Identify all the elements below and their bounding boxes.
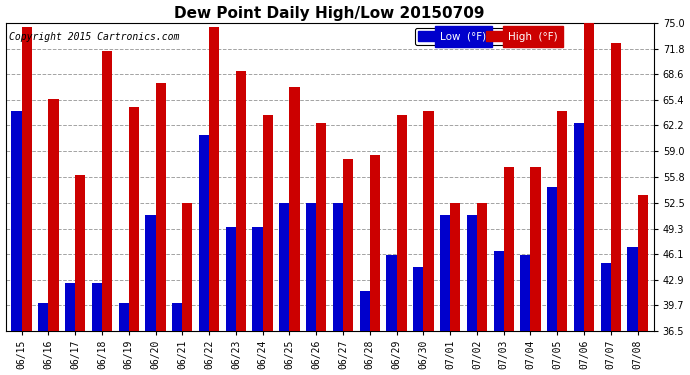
Bar [129, 107, 139, 331]
Bar [493, 251, 504, 331]
Legend: Low  (°F), High  (°F): Low (°F), High (°F) [415, 28, 561, 45]
Bar [343, 159, 353, 331]
Bar [119, 303, 129, 331]
Bar [611, 43, 621, 331]
Bar [226, 227, 236, 331]
Bar [333, 203, 343, 331]
Bar [253, 227, 263, 331]
Bar [466, 215, 477, 331]
Bar [547, 187, 558, 331]
Bar [75, 175, 86, 331]
Bar [289, 87, 299, 331]
Bar [209, 27, 219, 331]
Bar [386, 255, 397, 331]
Bar [504, 167, 514, 331]
Bar [263, 115, 273, 331]
Bar [21, 27, 32, 331]
Bar [92, 283, 102, 331]
Bar [12, 111, 21, 331]
Bar [155, 83, 166, 331]
Bar [316, 123, 326, 331]
Bar [48, 99, 59, 331]
Bar [574, 123, 584, 331]
Bar [424, 111, 433, 331]
Bar [638, 195, 648, 331]
Bar [450, 203, 460, 331]
Bar [199, 135, 209, 331]
Bar [146, 215, 155, 331]
Bar [627, 247, 638, 331]
Title: Dew Point Daily High/Low 20150709: Dew Point Daily High/Low 20150709 [175, 6, 485, 21]
Bar [600, 263, 611, 331]
Bar [584, 19, 594, 331]
Bar [182, 203, 193, 331]
Bar [172, 303, 182, 331]
Text: Copyright 2015 Cartronics.com: Copyright 2015 Cartronics.com [9, 32, 179, 42]
Bar [413, 267, 424, 331]
Bar [306, 203, 316, 331]
Bar [102, 51, 112, 331]
Bar [440, 215, 450, 331]
Bar [520, 255, 531, 331]
Bar [38, 303, 48, 331]
Bar [477, 203, 487, 331]
Bar [65, 283, 75, 331]
Bar [279, 203, 289, 331]
Bar [397, 115, 406, 331]
Bar [531, 167, 541, 331]
Bar [236, 71, 246, 331]
Bar [359, 291, 370, 331]
Bar [370, 155, 380, 331]
Bar [558, 111, 567, 331]
